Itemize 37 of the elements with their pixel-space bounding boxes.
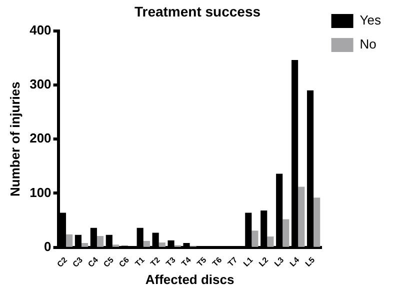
x-tick-label: C2 (55, 255, 70, 269)
bar (252, 230, 258, 247)
y-tick-label: 0 (44, 238, 52, 254)
bar (81, 243, 88, 247)
bar (96, 236, 104, 247)
legend-label: No (360, 36, 376, 52)
x-tick-label: C5 (102, 255, 116, 269)
bar (143, 240, 150, 247)
x-tick-label: L4 (288, 255, 302, 268)
x-tick-label: T2 (148, 255, 162, 268)
x-tick-label: C3 (70, 255, 85, 269)
x-tick-label: C4 (86, 255, 100, 269)
x-tick-label: L3 (272, 255, 286, 268)
bar (267, 236, 274, 247)
bar (314, 198, 320, 247)
bar (282, 219, 290, 247)
x-tick-label: T5 (195, 255, 209, 268)
y-axis-title: Number of injuries (7, 82, 22, 197)
x-tick-label: T7 (226, 255, 240, 268)
x-axis-title: Affected discs (145, 272, 234, 287)
x-tick-label: T6 (210, 255, 224, 268)
x-tick-label: L5 (304, 255, 317, 268)
bar (158, 242, 166, 247)
x-tick-label: L1 (242, 255, 256, 268)
x-tick-label: T3 (164, 255, 178, 268)
y-tick-label: 300 (30, 76, 52, 92)
chart-title: Treatment success (134, 3, 261, 20)
legend-label: Yes (360, 12, 382, 28)
x-tick-label: T1 (133, 255, 147, 268)
x-tick-label: L2 (257, 255, 270, 268)
y-tick-label: 200 (30, 130, 52, 146)
y-tick-label: 400 (30, 22, 52, 38)
x-tick-label: C6 (117, 255, 132, 269)
x-tick-label: T4 (180, 255, 194, 268)
bar (66, 234, 73, 247)
bar (298, 186, 305, 247)
y-tick-label: 100 (30, 184, 52, 200)
